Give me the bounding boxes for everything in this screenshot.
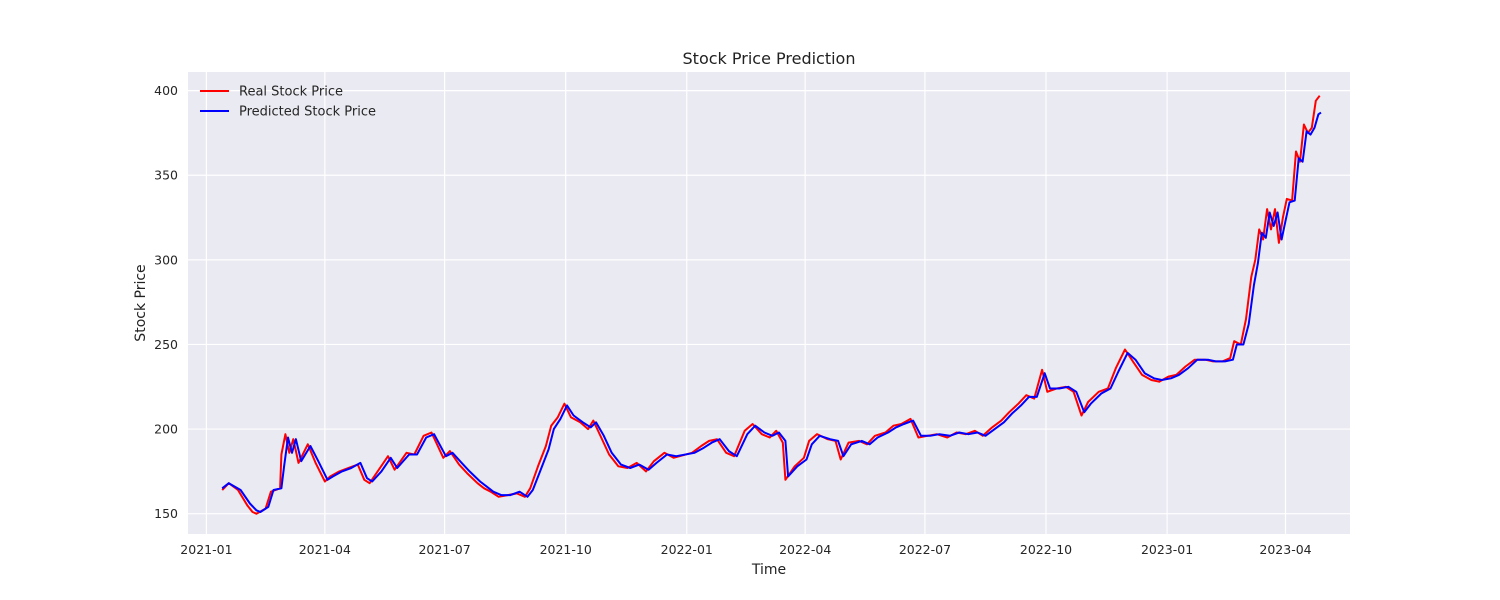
x-tick-label: 2021-01: [180, 542, 232, 557]
y-tick-label: 250: [154, 337, 178, 352]
x-tick-label: 2021-10: [540, 542, 592, 557]
x-tick-label: 2022-07: [899, 542, 951, 557]
y-tick-label: 350: [154, 168, 178, 183]
legend-label-real: Real Stock Price: [239, 85, 343, 100]
plot-area: [188, 72, 1350, 534]
y-tick-label: 400: [154, 83, 178, 98]
x-tick-label: 2023-01: [1141, 542, 1193, 557]
legend-label-predicted: Predicted Stock Price: [239, 105, 376, 120]
legend: Real Stock Price Predicted Stock Price: [200, 85, 376, 120]
y-tick-label: 150: [154, 506, 178, 521]
x-tick-label: 2021-07: [418, 542, 470, 557]
x-tick-label: 2022-01: [661, 542, 713, 557]
y-tick-label: 200: [154, 422, 178, 437]
y-gridlines: [188, 90, 1350, 515]
x-tick-label: 2022-10: [1020, 542, 1072, 557]
x-gridlines: [205, 72, 1287, 534]
y-tick-label: 300: [154, 252, 178, 267]
x-tick-label: 2022-04: [779, 542, 831, 557]
y-tick-labels: 150 200 250 300 350 400: [154, 83, 178, 521]
series-line-predicted: [221, 111, 1322, 513]
x-tick-label: 2023-04: [1259, 542, 1311, 557]
x-tick-label: 2021-04: [299, 542, 351, 557]
chart-title: Stock Price Prediction: [683, 49, 856, 68]
series-layer: [221, 95, 1322, 515]
y-axis-label: Stock Price: [133, 264, 149, 341]
x-tick-labels: 2021-01 2021-04 2021-07 2021-10 2022-01 2022-…: [180, 542, 1311, 557]
x-axis-label: Time: [751, 562, 786, 578]
